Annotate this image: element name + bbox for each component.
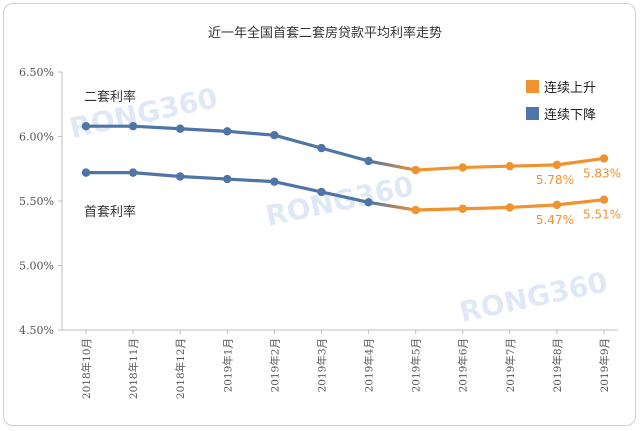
data-point — [505, 161, 515, 171]
y-tick-label: 4.50% — [19, 324, 54, 337]
x-tick-label: 2018年10月 — [80, 338, 93, 399]
x-tick-label: 2019年3月 — [315, 338, 328, 392]
data-point — [458, 204, 467, 213]
legend-label-falling: 连续下降 — [544, 107, 596, 123]
legend: 连续上升 连续下降 — [526, 80, 596, 123]
data-point — [364, 156, 373, 166]
x-tick-label: 2018年11月 — [127, 338, 140, 399]
data-point — [175, 172, 185, 181]
legend-swatch-falling — [526, 107, 539, 120]
y-tick-label: 6.50% — [19, 66, 54, 79]
x-tick-label: 2019年4月 — [363, 338, 376, 392]
series-0-transition-line — [366, 159, 418, 172]
data-point — [317, 143, 326, 153]
data-point — [599, 195, 609, 204]
data-point — [223, 174, 232, 184]
data-point — [505, 203, 515, 212]
series-1-transition-line — [366, 200, 418, 212]
legend-label-rising: 连续上升 — [544, 80, 596, 96]
x-tick-label: 2019年9月 — [598, 338, 611, 392]
series-label-first-home: 首套利率 — [84, 204, 136, 220]
data-point — [458, 163, 467, 172]
data-point — [175, 124, 185, 133]
x-tick-label: 2019年2月 — [268, 338, 281, 392]
x-tick-label: 2019年6月 — [457, 338, 470, 392]
data-point — [411, 165, 420, 175]
axes: 6.50% 6.00% 5.50% 5.00% 4.50% 2018年10月 2018年11… — [19, 66, 618, 399]
data-point — [552, 200, 562, 210]
data-point — [128, 121, 138, 131]
watermark-text: RONG360 — [457, 265, 611, 329]
y-tick-label: 5.50% — [19, 195, 54, 208]
data-point — [599, 154, 609, 163]
data-point — [223, 127, 232, 136]
x-tick-label: 2019年1月 — [221, 338, 234, 392]
data-point — [411, 205, 420, 215]
chart-title: 近一年全国首套二套房贷款平均利率走势 — [208, 25, 442, 41]
data-labels: 5.78% 5.83% 5.47% 5.51% — [536, 166, 621, 226]
data-point — [81, 121, 91, 131]
x-tick-label: 2019年7月 — [504, 338, 517, 392]
chart-frame — [3, 3, 636, 426]
series-points — [81, 121, 609, 215]
data-point — [317, 187, 326, 197]
data-label: 5.78% — [536, 173, 574, 187]
watermark-text: RONG360 — [263, 169, 417, 233]
data-label: 5.83% — [583, 166, 621, 180]
data-point — [270, 131, 279, 140]
y-tick-label: 6.00% — [19, 131, 54, 144]
data-point — [552, 160, 562, 170]
data-point — [364, 198, 373, 207]
data-label: 5.51% — [583, 208, 621, 222]
series-label-second-home: 二套利率 — [84, 89, 136, 105]
x-tick-label: 2019年5月 — [410, 338, 423, 392]
x-tick-label: 2019年8月 — [551, 338, 564, 392]
legend-swatch-rising — [526, 80, 539, 93]
data-point — [81, 168, 91, 177]
data-label: 5.47% — [536, 213, 574, 227]
data-point — [128, 168, 138, 177]
x-tick-label: 2018年12月 — [174, 338, 187, 399]
series-lines — [84, 124, 606, 212]
y-tick-label: 5.00% — [19, 260, 54, 273]
data-point — [270, 177, 279, 186]
